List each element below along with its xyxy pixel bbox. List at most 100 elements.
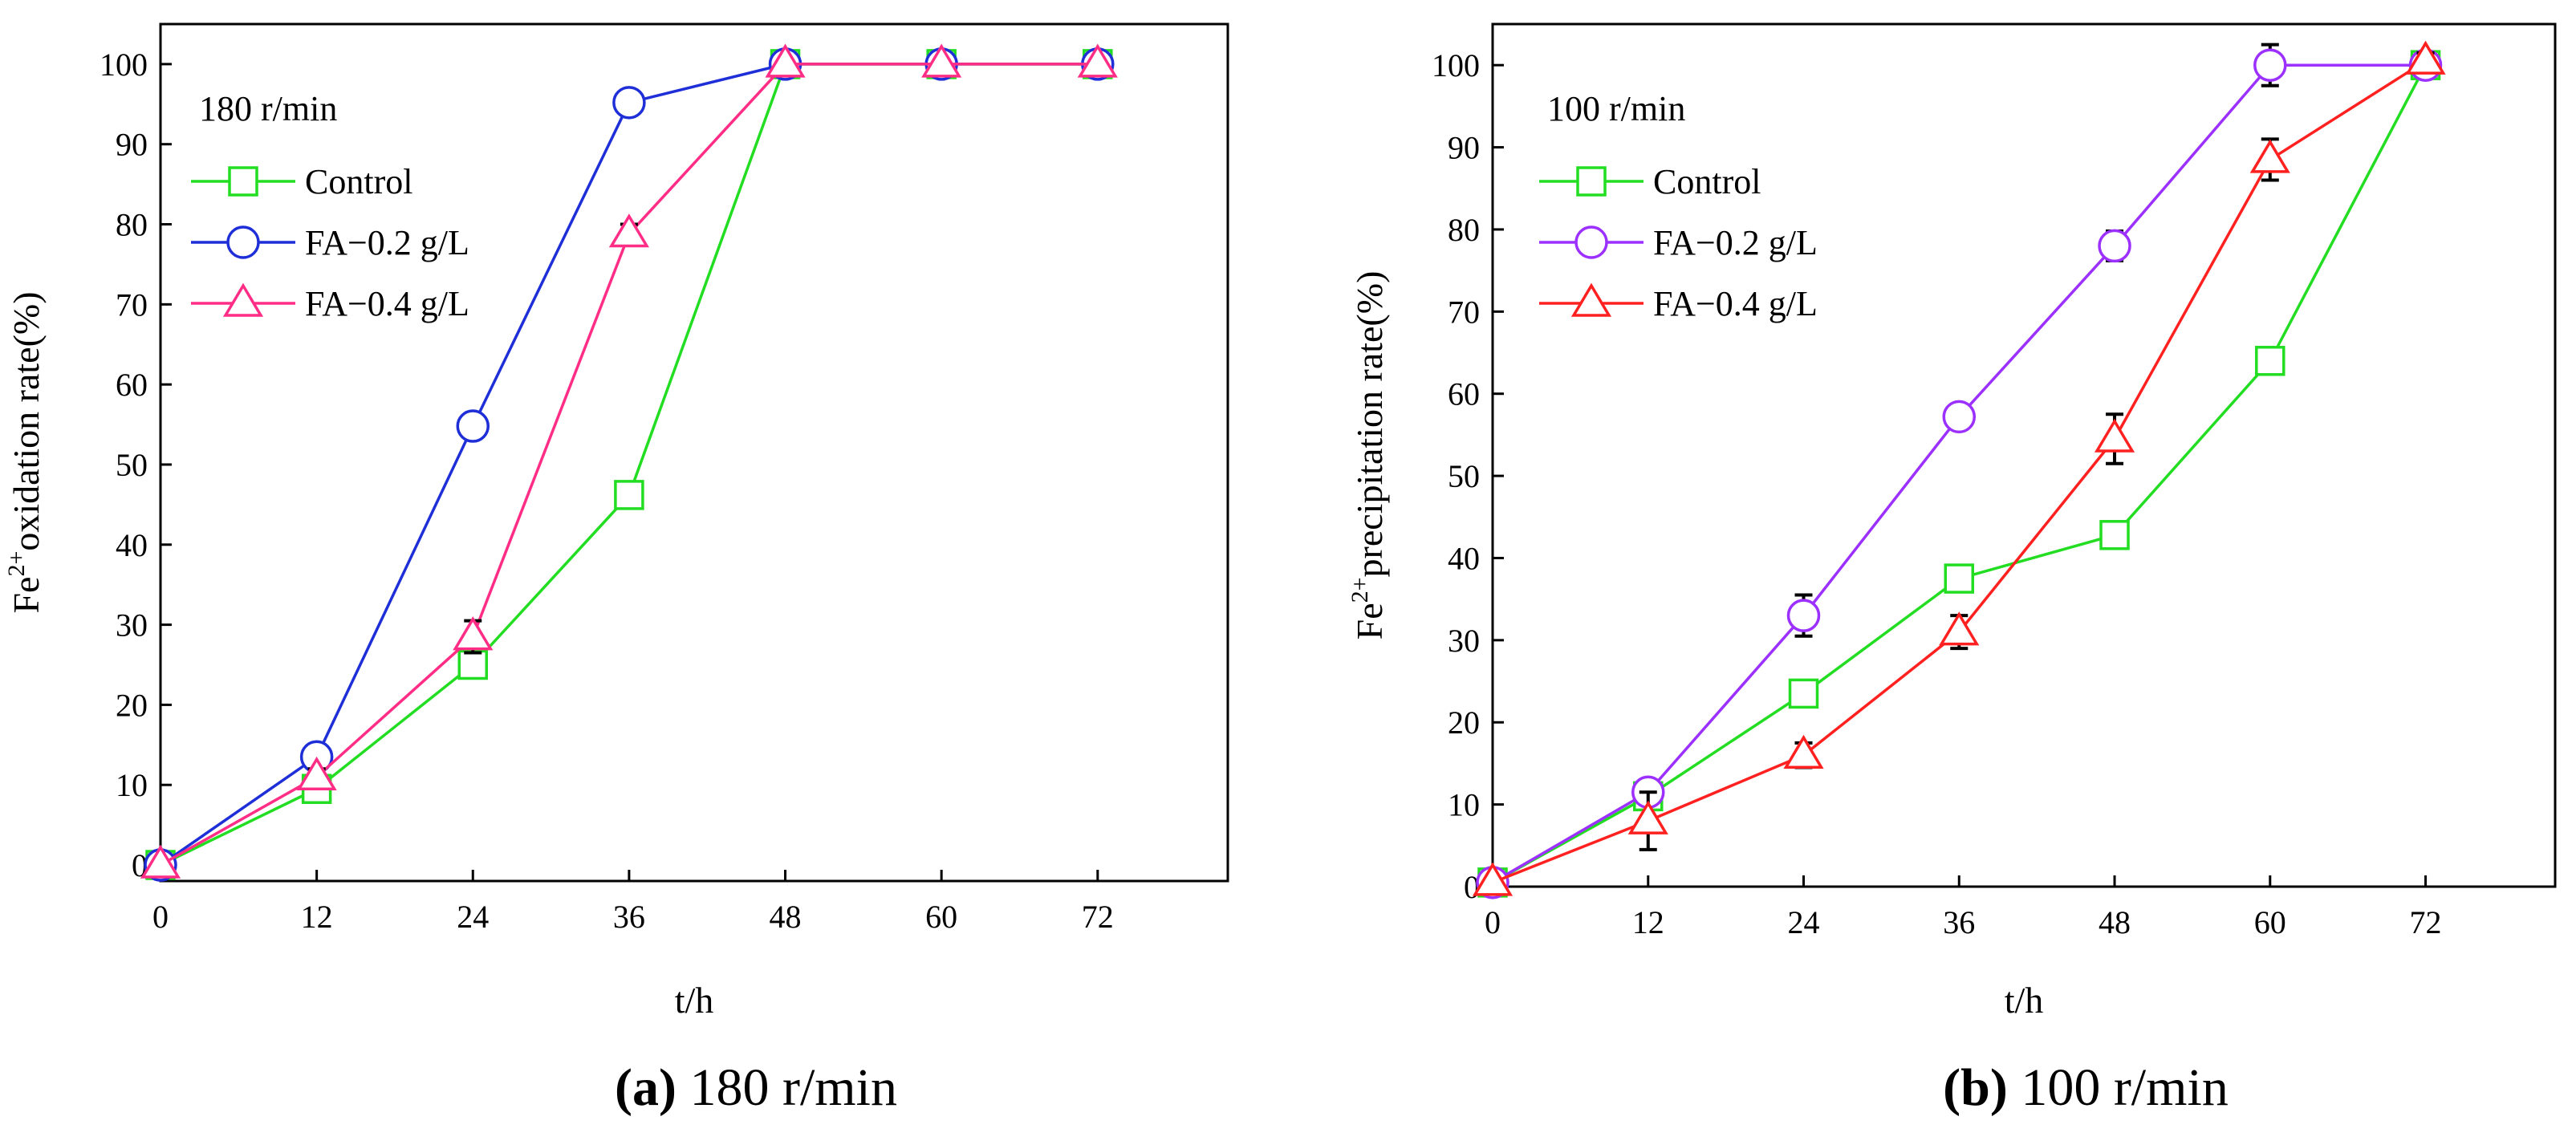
x-tick-label-b-24: 24: [1788, 904, 1820, 940]
legend-marker-a-fa-0-2-g-l: [226, 225, 260, 259]
y-tick-label-b-100: 100: [1432, 47, 1480, 83]
legend-label-a-fa-0-4-g-l: FA−0.4 g/L: [305, 284, 469, 323]
series-line-a-fa-0-2-g-l: [160, 63, 1098, 867]
y-axis-title-rest-a: oxidation rate(%): [6, 291, 47, 550]
series-line-a-fa-0-4-g-l: [160, 63, 1098, 867]
x-tick-label-b-0: 0: [1485, 904, 1501, 940]
y-tick-label-a-60: 60: [116, 367, 148, 403]
y-tick-label-a-80: 80: [116, 207, 148, 243]
legend-label-b-control: Control: [1653, 162, 1761, 201]
y-tick-label-b-0: 0: [1464, 869, 1480, 905]
legend-marker-b-fa-0-4-g-l: [1570, 282, 1612, 317]
y-tick-label-b-20: 20: [1448, 704, 1480, 741]
x-tick-label-a-12: 12: [301, 899, 333, 935]
data-point-b-fa-0-4-g-l-24: [1783, 734, 1824, 769]
data-point-b-fa-0-2-g-l-36: [1942, 400, 1977, 434]
x-tick-label-b-12: 12: [1632, 904, 1664, 940]
y-axis-title-rest-b: precipitation rate(%): [1349, 271, 1390, 578]
condition-label-b: 100 r/min: [1547, 89, 1685, 128]
y-tick-label-b-50: 50: [1448, 458, 1480, 494]
caption-b: (b) 100 r/min: [1604, 1058, 2567, 1119]
caption-b-letter: (b): [1943, 1058, 2008, 1117]
caption-a-text: 180 r/min: [676, 1058, 897, 1117]
y-tick-label-a-90: 90: [116, 127, 148, 163]
plot-frame-b: [1491, 22, 2557, 888]
x-tick-label-b-48: 48: [2099, 904, 2131, 940]
y-axis-title-sup-a: 2+: [3, 551, 30, 577]
chart-panel-a: 0 12 24 36 48 60 720102030405060708090100t/hFe…: [3, 22, 1229, 1021]
y-tick-label-b-30: 30: [1448, 623, 1480, 659]
y-tick-label-b-60: 60: [1448, 376, 1480, 412]
x-tick-label-b-60: 60: [2254, 904, 2286, 940]
plot-frame-a: [159, 22, 1229, 883]
data-point-b-fa-0-2-g-l-24: [1786, 599, 1821, 632]
y-tick-label-b-90: 90: [1448, 130, 1480, 166]
data-point-a-fa-0-4-g-l-12: [296, 756, 337, 790]
series-line-b-fa-0-4-g-l: [1492, 59, 2427, 884]
condition-label-a: 180 r/min: [199, 89, 337, 128]
data-point-a-fa-0-4-g-l-72: [1077, 43, 1118, 78]
y-tick-label-b-80: 80: [1448, 212, 1480, 248]
y-axis-title-prefix-b: Fe: [1349, 603, 1390, 639]
x-axis-title-a: t/h: [675, 980, 714, 1021]
y-tick-label-a-10: 10: [116, 767, 148, 803]
data-point-a-control-36: [614, 480, 644, 510]
x-tick-label-a-72: 72: [1082, 899, 1114, 935]
legend-label-a-control: Control: [305, 162, 412, 201]
legend-marker-a-control: [228, 166, 258, 197]
data-point-a-fa-0-2-g-l-36: [612, 86, 646, 120]
data-point-b-fa-0-4-g-l-60: [2249, 139, 2290, 173]
legend-label-b-fa-0-2-g-l: FA−0.2 g/L: [1653, 223, 1818, 262]
y-tick-label-a-40: 40: [116, 527, 148, 563]
legend-marker-b-fa-0-2-g-l: [1574, 225, 1608, 259]
data-point-b-fa-0-4-g-l-36: [1939, 611, 1980, 646]
y-tick-label-b-70: 70: [1448, 294, 1480, 330]
chart-panel-b: 0 12 24 36 48 60 72 0 10 20 30 40 50 60 70 80 90 100 t/h Fe…: [1347, 22, 2557, 1021]
y-tick-label-a-30: 30: [116, 607, 148, 644]
data-point-a-fa-0-4-g-l-48: [765, 43, 806, 78]
data-point-b-fa-0-4-g-l-48: [2094, 418, 2135, 453]
x-tick-label-a-48: 48: [770, 899, 802, 935]
data-point-a-fa-0-4-g-l-36: [608, 213, 649, 248]
data-point-a-fa-0-4-g-l-0: [140, 844, 181, 879]
y-axis-title-a: Fe2+oxidation rate(%): [3, 291, 47, 613]
data-point-a-control-24: [457, 649, 489, 680]
series-line-b-control: [1492, 64, 2428, 884]
y-axis-title-b: Fe2+precipitation rate(%): [1347, 271, 1390, 640]
legend-label-a-fa-0-2-g-l: FA−0.2 g/L: [305, 223, 469, 262]
caption-a-letter: (a): [615, 1058, 677, 1117]
data-point-b-control-48: [2099, 520, 2130, 550]
legend-marker-b-control: [1576, 166, 1607, 197]
caption-b-text: 100 r/min: [2007, 1058, 2229, 1117]
data-point-b-fa-0-4-g-l-12: [1627, 800, 1668, 834]
x-tick-label-a-24: 24: [457, 899, 489, 935]
y-tick-label-b-40: 40: [1448, 540, 1480, 576]
data-point-a-fa-0-4-g-l-24: [453, 616, 494, 651]
data-point-b-fa-0-2-g-l-48: [2098, 229, 2131, 263]
x-tick-label-b-72: 72: [2410, 904, 2442, 940]
data-point-b-control-24: [1788, 678, 1819, 709]
y-tick-label-a-70: 70: [116, 286, 148, 323]
data-point-a-fa-0-2-g-l-24: [456, 409, 490, 443]
y-axis-title-sup-b: 2+: [1347, 577, 1373, 603]
x-tick-label-a-36: 36: [613, 899, 645, 935]
data-point-b-fa-0-4-g-l-0: [1472, 862, 1514, 896]
legend-marker-a-fa-0-4-g-l: [222, 282, 264, 317]
legend-label-b-fa-0-4-g-l: FA−0.4 g/L: [1653, 284, 1818, 323]
y-tick-label-a-50: 50: [116, 447, 148, 483]
x-tick-label-b-36: 36: [1943, 904, 1975, 940]
data-point-b-fa-0-2-g-l-60: [2253, 48, 2287, 82]
data-point-b-control-60: [2255, 346, 2285, 376]
y-tick-label-b-10: 10: [1448, 787, 1480, 823]
data-point-b-control-36: [1944, 563, 1975, 594]
x-tick-label-a-60: 60: [925, 899, 957, 935]
caption-a: (a) 180 r/min: [274, 1058, 1237, 1119]
data-point-b-fa-0-4-g-l-72: [2405, 40, 2446, 75]
y-axis-title-prefix-a: Fe: [6, 577, 47, 614]
series-line-b-fa-0-2-g-l: [1492, 63, 2426, 884]
x-tick-label-a-0: 0: [152, 899, 169, 935]
y-tick-label-a-100: 100: [100, 47, 148, 83]
series-line-a-control: [160, 63, 1098, 867]
data-point-a-fa-0-4-g-l-60: [921, 43, 962, 78]
